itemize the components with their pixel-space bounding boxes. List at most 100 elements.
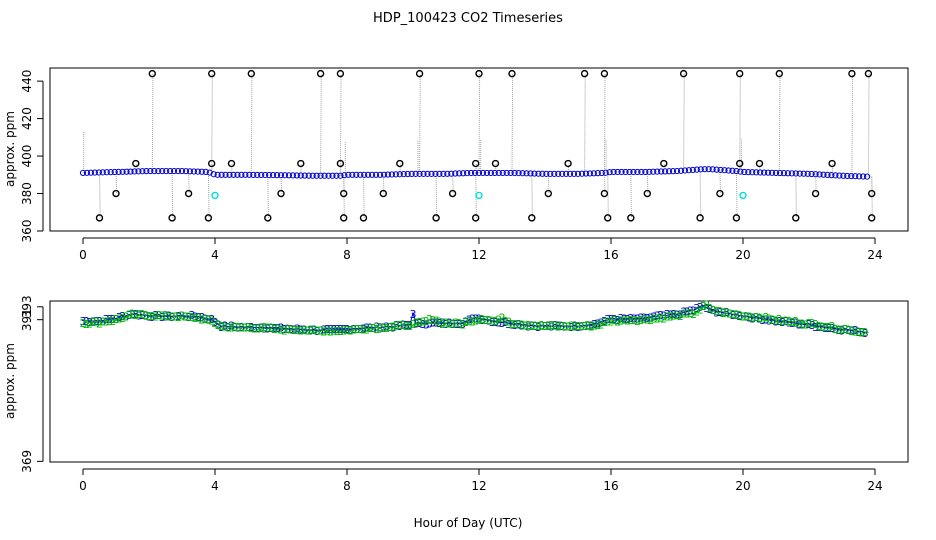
series-marker-3: 3 bbox=[716, 306, 723, 319]
excursion-point bbox=[415, 69, 424, 78]
series-marker-3: 3 bbox=[773, 316, 780, 329]
top-plot-area bbox=[79, 69, 876, 222]
baseline-point bbox=[515, 170, 522, 177]
baseline-point bbox=[91, 169, 98, 176]
series-marker-2: 2 bbox=[518, 318, 525, 331]
excursion-point bbox=[864, 69, 873, 78]
series-marker-3: 3 bbox=[208, 313, 215, 326]
series-marker-3: 3 bbox=[571, 319, 578, 332]
series-marker-3: 3 bbox=[198, 311, 205, 324]
excursion-point bbox=[359, 214, 368, 222]
series-marker-2: 2 bbox=[740, 311, 747, 324]
series-marker-3: 3 bbox=[433, 317, 440, 330]
baseline-point bbox=[309, 172, 316, 179]
baseline-point bbox=[638, 168, 645, 176]
baseline-point bbox=[729, 167, 736, 174]
x-tick-label: 16 bbox=[603, 248, 618, 262]
baseline-point bbox=[471, 169, 479, 177]
series-marker-3: 3 bbox=[159, 311, 166, 324]
series-marker-2: 2 bbox=[146, 310, 153, 323]
series-marker-2: 2 bbox=[535, 320, 542, 333]
series-marker-3: 3 bbox=[802, 319, 809, 332]
series-marker-3: 3 bbox=[439, 317, 446, 330]
baseline-point bbox=[570, 170, 578, 177]
excursion-line bbox=[250, 73, 253, 175]
excursion-point bbox=[277, 189, 285, 198]
series-marker-3: 3 bbox=[370, 322, 377, 335]
series-marker-3: 3 bbox=[769, 314, 776, 327]
baseline-point bbox=[610, 168, 617, 176]
series-marker-3: 3 bbox=[842, 323, 849, 336]
series-marker-3: 3 bbox=[713, 306, 720, 319]
series-marker-2: 2 bbox=[848, 325, 855, 338]
series-marker-2: 2 bbox=[413, 317, 420, 330]
calibration-point bbox=[739, 191, 747, 200]
series-marker-3: 3 bbox=[317, 324, 324, 337]
baseline-point bbox=[709, 166, 716, 173]
y-tick-label: 393 bbox=[20, 295, 34, 318]
series-marker-2: 2 bbox=[538, 319, 545, 332]
series-marker-2: 2 bbox=[542, 320, 549, 333]
series-marker-2: 2 bbox=[667, 311, 674, 324]
excursion-line bbox=[663, 163, 665, 172]
baseline-point bbox=[258, 171, 265, 179]
baseline-point bbox=[281, 172, 289, 179]
series-marker-2: 2 bbox=[786, 315, 793, 328]
baseline-point bbox=[602, 169, 609, 176]
baseline-point bbox=[317, 172, 324, 179]
series-marker-2: 2 bbox=[344, 324, 351, 337]
series-marker-3: 3 bbox=[792, 317, 799, 330]
excursion-line bbox=[699, 169, 702, 218]
series-marker-2: 2 bbox=[377, 321, 384, 334]
baseline-point bbox=[167, 167, 174, 175]
series-marker-3: 3 bbox=[637, 311, 644, 324]
series-marker-3: 3 bbox=[581, 320, 588, 333]
baseline-point bbox=[658, 168, 665, 175]
excursion-line bbox=[739, 163, 741, 172]
series-marker-3: 3 bbox=[228, 320, 235, 333]
baseline-point bbox=[337, 172, 344, 179]
series-marker-3: 3 bbox=[373, 321, 380, 334]
series-marker-2: 2 bbox=[604, 315, 611, 328]
bottom-y-axis-label: approx. ppm bbox=[3, 343, 17, 419]
series-marker-2: 2 bbox=[423, 315, 430, 328]
series-marker-3: 3 bbox=[294, 323, 301, 336]
baseline-point bbox=[681, 167, 689, 174]
series-marker-3: 3 bbox=[202, 312, 209, 325]
series-marker-2: 2 bbox=[558, 320, 565, 333]
series-marker-2: 2 bbox=[621, 313, 628, 326]
series-marker-3: 3 bbox=[518, 320, 525, 333]
series-marker-2: 2 bbox=[350, 323, 357, 336]
series-marker-3: 3 bbox=[502, 316, 509, 329]
baseline-point bbox=[262, 171, 269, 179]
excursion-point bbox=[95, 214, 104, 222]
series-marker-3: 3 bbox=[169, 311, 176, 324]
series-marker-3: 3 bbox=[393, 319, 400, 332]
series-marker-3: 3 bbox=[482, 314, 489, 327]
series-marker-3: 3 bbox=[617, 312, 624, 325]
excursion-line bbox=[99, 172, 101, 218]
series-marker-3: 3 bbox=[149, 311, 156, 324]
series-marker-2: 2 bbox=[330, 325, 337, 338]
baseline-point bbox=[186, 168, 194, 175]
series-marker-2: 2 bbox=[654, 312, 661, 325]
baseline-point bbox=[361, 171, 368, 178]
series-marker-3: 3 bbox=[245, 321, 252, 334]
series-marker-2: 2 bbox=[324, 325, 331, 338]
excursion-point bbox=[544, 189, 552, 198]
series-marker-3: 3 bbox=[327, 323, 334, 336]
excursion-point bbox=[340, 189, 348, 198]
baseline-point bbox=[103, 169, 110, 176]
series-marker-3: 3 bbox=[386, 321, 393, 334]
baseline-point bbox=[87, 169, 95, 176]
series-marker-3: 3 bbox=[796, 318, 803, 331]
excursion-line bbox=[603, 172, 606, 194]
series-marker-2: 2 bbox=[228, 321, 235, 334]
series-marker-2: 2 bbox=[86, 317, 93, 330]
series-marker-2: 2 bbox=[248, 322, 255, 335]
baseline-point bbox=[586, 170, 593, 177]
series-marker-2: 2 bbox=[281, 324, 288, 337]
baseline-point bbox=[768, 169, 776, 176]
series-marker-2: 2 bbox=[251, 323, 258, 336]
y-tick-label: 360 bbox=[20, 220, 34, 243]
